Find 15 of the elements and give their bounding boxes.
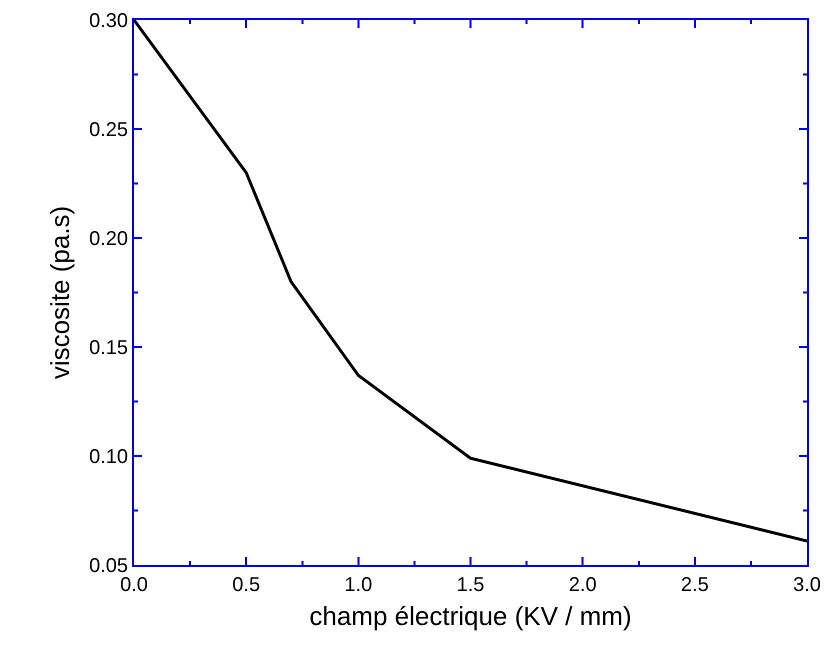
x-tick-label: 2.5 [680,574,709,596]
x-axis-title: champ électrique (KV / mm) [309,601,632,632]
y-tick-label: 0.05 [89,555,128,577]
y-tick-label: 0.15 [89,337,128,359]
x-tick-label: 1.0 [344,574,372,596]
y-tick-label: 0.20 [89,228,128,250]
x-tick-label: 3.0 [793,574,821,596]
y-tick-label: 0.10 [89,446,128,468]
x-tick-label: 1.5 [456,574,484,596]
x-tick-label: 0.5 [232,574,260,596]
y-axis-title: viscosite (pa.s) [44,206,75,380]
x-tick-label: 2.0 [568,574,597,596]
y-tick-label: 0.30 [89,10,128,32]
x-tick-label: 0.0 [120,574,148,596]
y-tick-label: 0.25 [89,119,128,141]
